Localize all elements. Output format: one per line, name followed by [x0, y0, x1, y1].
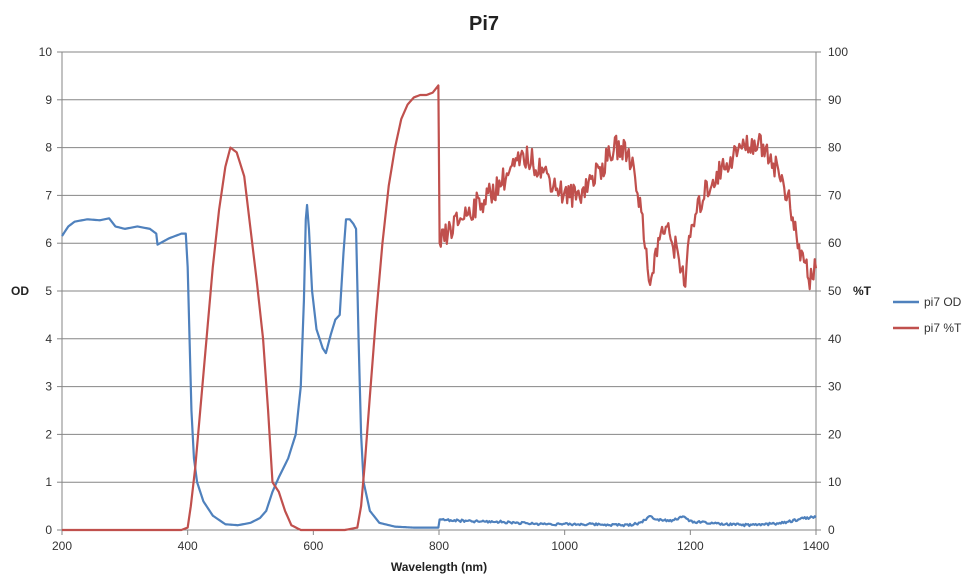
y-right-tick-label: 100	[828, 45, 848, 59]
y-right-tick-label: 90	[828, 93, 842, 107]
legend-label: pi7 %T	[924, 321, 962, 335]
x-tick-label: 1000	[551, 539, 578, 553]
y-axis-right-title: %T	[853, 284, 872, 298]
y-axis-left-ticks: 0 1 2 3 4 5 6 7 8 9 10	[39, 45, 62, 537]
y-right-tick-label: 0	[828, 523, 835, 537]
legend-label: pi7 OD	[924, 295, 962, 309]
y-right-tick-label: 10	[828, 475, 842, 489]
y-left-tick-label: 6	[45, 236, 52, 250]
chart-title: Pi7	[469, 13, 499, 35]
x-tick-label: 400	[178, 539, 198, 553]
y-left-tick-label: 10	[39, 45, 53, 59]
y-left-tick-label: 8	[45, 141, 52, 155]
y-left-tick-label: 1	[45, 475, 52, 489]
y-right-tick-label: 20	[828, 427, 842, 441]
x-tick-label: 200	[52, 539, 72, 553]
y-left-tick-label: 4	[45, 332, 52, 346]
x-tick-label: 800	[429, 539, 449, 553]
y-left-tick-label: 9	[45, 93, 52, 107]
y-left-tick-label: 3	[45, 380, 52, 394]
x-axis-title: Wavelength (nm)	[391, 560, 487, 574]
series-lines	[61, 84, 818, 532]
y-right-tick-label: 50	[828, 284, 842, 298]
y-right-tick-label: 40	[828, 332, 842, 346]
y-right-tick-label: 30	[828, 380, 842, 394]
y-axis-left-title: OD	[11, 284, 29, 298]
x-tick-label: 1200	[677, 539, 704, 553]
series-line-pi7-od	[61, 203, 817, 529]
y-left-tick-label: 2	[45, 427, 52, 441]
y-right-tick-label: 60	[828, 236, 842, 250]
legend: pi7 OD pi7 %T	[893, 295, 962, 335]
y-left-tick-label: 5	[45, 284, 52, 298]
y-right-tick-label: 80	[828, 141, 842, 155]
series-line-pi7-t	[62, 84, 818, 532]
y-left-tick-label: 0	[45, 523, 52, 537]
y-axis-right-ticks: 0 10 20 30 40 50 60 70 80 90 100	[816, 45, 848, 537]
y-left-tick-label: 7	[45, 188, 52, 202]
y-right-tick-label: 70	[828, 188, 842, 202]
x-axis-ticks: 200 400 600 800 1000 1200 1400	[52, 530, 830, 553]
x-tick-label: 600	[303, 539, 323, 553]
x-tick-label: 1400	[803, 539, 830, 553]
